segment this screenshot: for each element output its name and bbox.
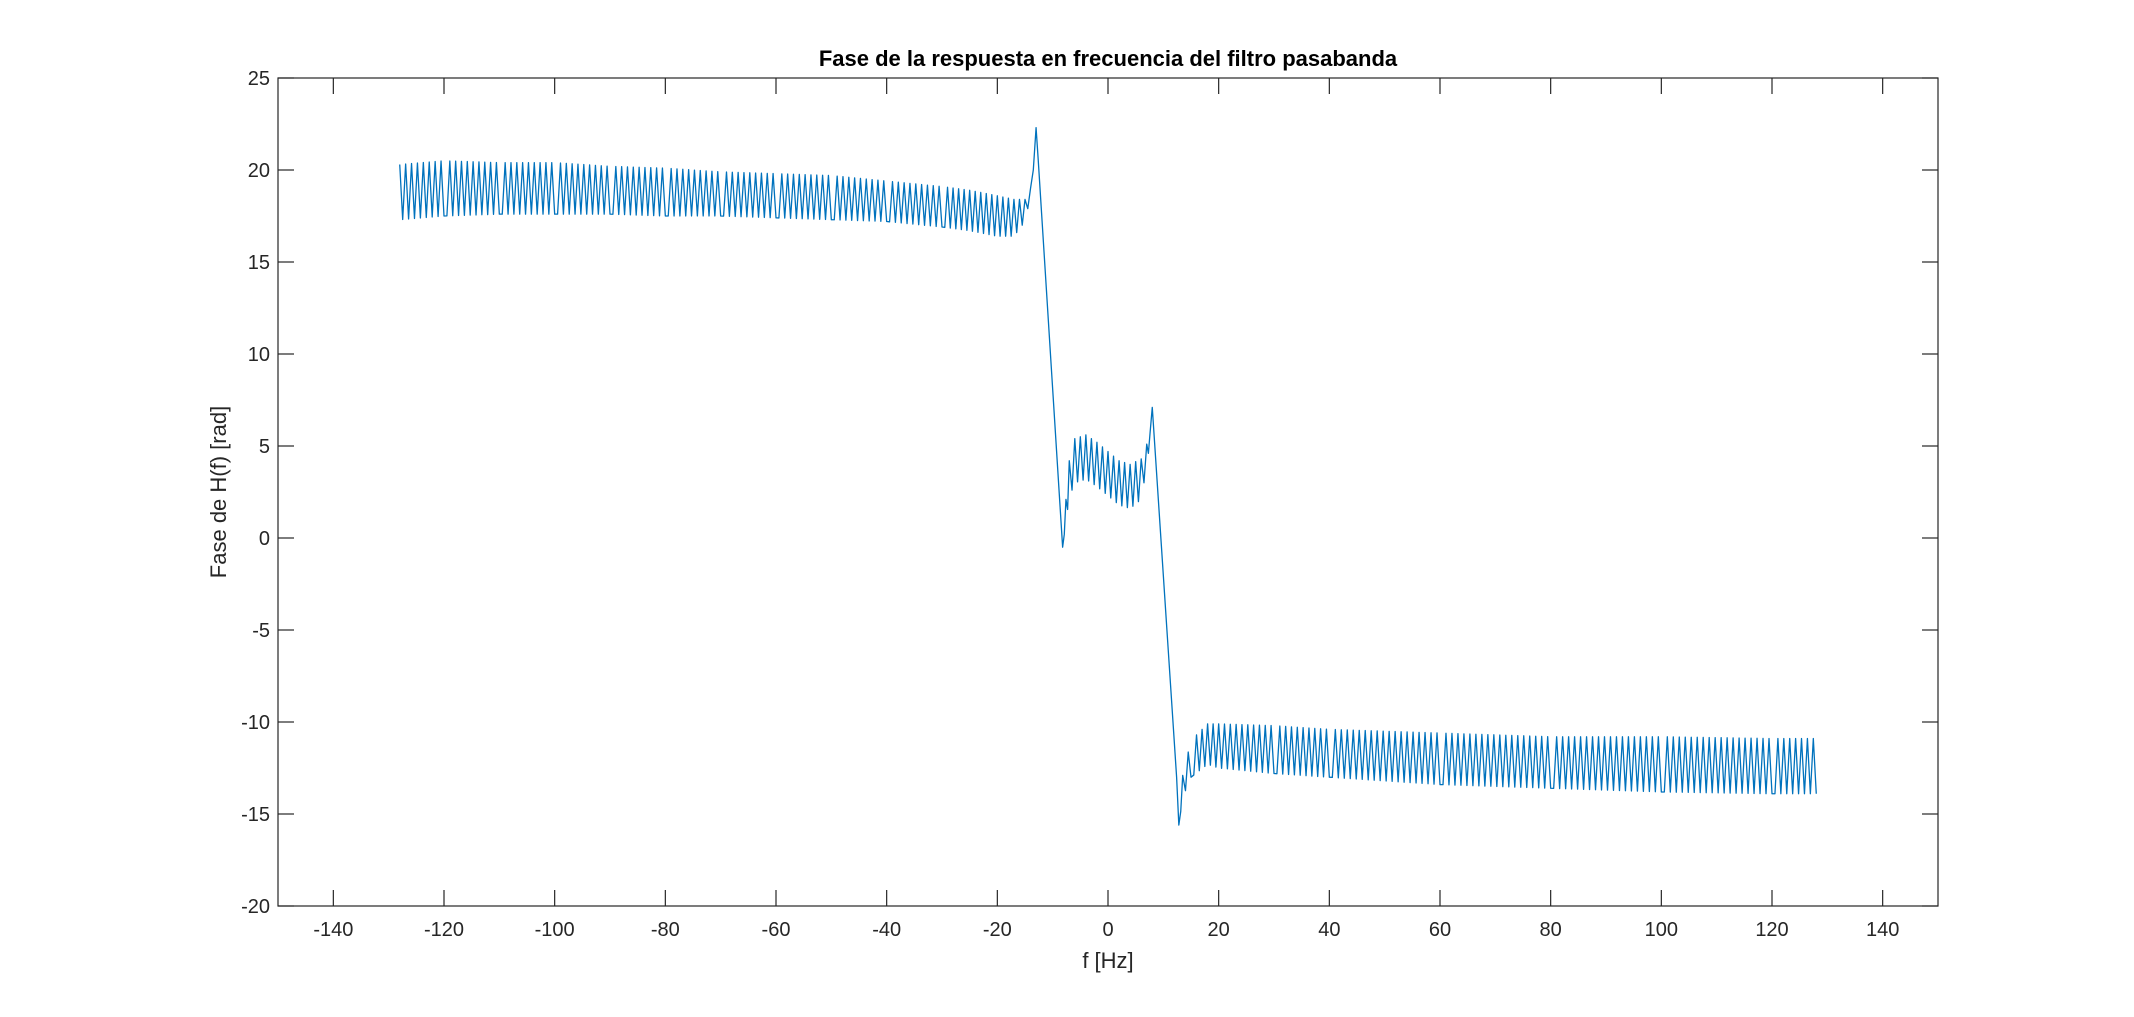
y-tick-label: 25	[248, 68, 270, 90]
x-tick-label: -140	[313, 919, 353, 941]
y-tick-label: -5	[252, 620, 270, 642]
y-tick-label: 15	[248, 252, 270, 274]
x-tick-label: -120	[424, 919, 464, 941]
y-tick-label: -10	[241, 712, 270, 734]
series-line-0	[399, 127, 1817, 826]
ticks-layer: -140 -120 -100 -80 -60 -40 -20 0 20 40 60 80 100 120 1…	[241, 68, 1938, 941]
y-tick-label: 20	[248, 160, 270, 182]
y-tick-label: 0	[259, 528, 270, 550]
x-tick-label: 20	[1208, 919, 1230, 941]
x-tick-label: 40	[1318, 919, 1340, 941]
plot-area	[278, 78, 1938, 906]
x-tick-label: 140	[1866, 919, 1899, 941]
data-layer	[399, 127, 1817, 826]
x-tick-label: -40	[872, 919, 901, 941]
x-tick-label: 0	[1102, 919, 1113, 941]
y-axis-label: Fase de H(f) [rad]	[206, 406, 231, 578]
y-tick-label: 10	[248, 344, 270, 366]
x-tick-label: 60	[1429, 919, 1451, 941]
x-axis-label: f [Hz]	[1082, 948, 1133, 973]
y-tick-label: -15	[241, 804, 270, 826]
x-tick-label: -100	[535, 919, 575, 941]
x-tick-label: 120	[1755, 919, 1788, 941]
x-tick-label: -60	[762, 919, 791, 941]
chart-title: Fase de la respuesta en frecuencia del f…	[819, 46, 1398, 71]
x-tick-label: -20	[983, 919, 1012, 941]
x-tick-label: 100	[1645, 919, 1678, 941]
x-tick-label: -80	[651, 919, 680, 941]
x-tick-label: 80	[1540, 919, 1562, 941]
y-tick-label: 5	[259, 436, 270, 458]
y-tick-label: -20	[241, 896, 270, 918]
